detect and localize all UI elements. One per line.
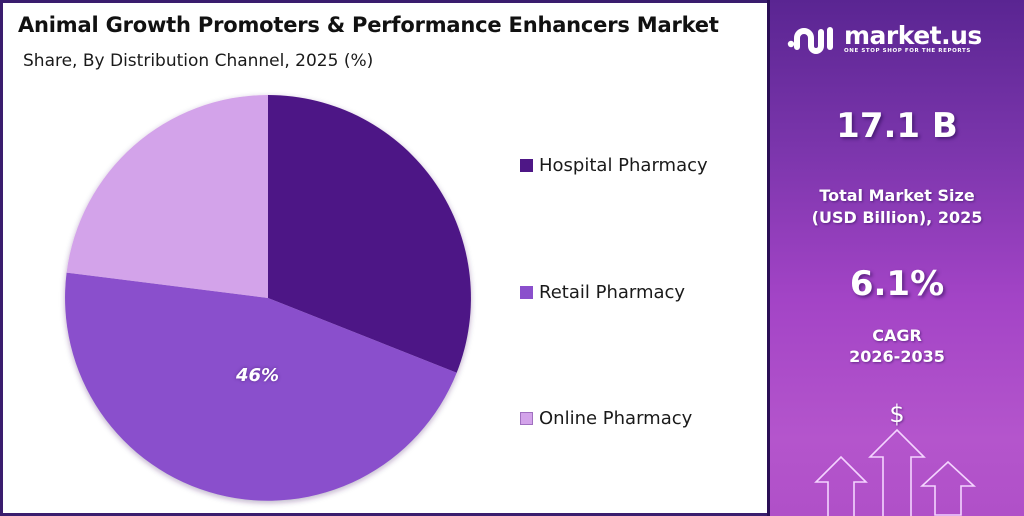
- chart-subtitle: Share, By Distribution Channel, 2025 (%): [23, 51, 374, 71]
- pie-label-retail: 46%: [236, 365, 280, 386]
- market-us-logo-icon: [787, 27, 833, 54]
- brand-logo: market.us ONE STOP SHOP FOR THE REPORTS: [786, 22, 982, 56]
- pie-slice-online-pharmacy: [66, 95, 268, 298]
- legend-label: Hospital Pharmacy: [539, 155, 708, 176]
- brand-name: market.us: [844, 21, 982, 50]
- pie-slice-hospital-pharmacy: [268, 95, 471, 373]
- legend-item-online-pharmacy: Online Pharmacy: [520, 408, 692, 429]
- cagr-caption-line2: 2026-2035: [849, 347, 945, 366]
- market-size-caption-line1: Total Market Size: [819, 186, 975, 205]
- pie-slice-retail-pharmacy: [65, 272, 457, 501]
- summary-panel: market.us ONE STOP SHOP FOR THE REPORTS …: [767, 0, 1024, 516]
- legend-item-hospital-pharmacy: Hospital Pharmacy: [520, 155, 708, 176]
- pie-chart: [65, 95, 471, 501]
- legend-swatch-icon: [520, 159, 533, 172]
- legend-item-retail-pharmacy: Retail Pharmacy: [520, 282, 685, 303]
- growth-arrows-icon: [814, 428, 977, 516]
- legend-label: Retail Pharmacy: [539, 282, 686, 303]
- chart-title: Animal Growth Promoters & Performance En…: [18, 13, 719, 37]
- legend-label: Online Pharmacy: [539, 408, 693, 429]
- brand-tagline: ONE STOP SHOP FOR THE REPORTS: [844, 48, 971, 54]
- cagr-value: 6.1%: [849, 264, 945, 304]
- market-size-caption-line2: (USD Billion), 2025: [811, 208, 983, 227]
- dollar-icon: $: [889, 400, 905, 428]
- market-size-value: 17.1 B: [836, 106, 958, 146]
- cagr-caption-line1: CAGR: [872, 326, 922, 345]
- legend-swatch-icon: [520, 412, 533, 425]
- legend-swatch-icon: [520, 286, 533, 299]
